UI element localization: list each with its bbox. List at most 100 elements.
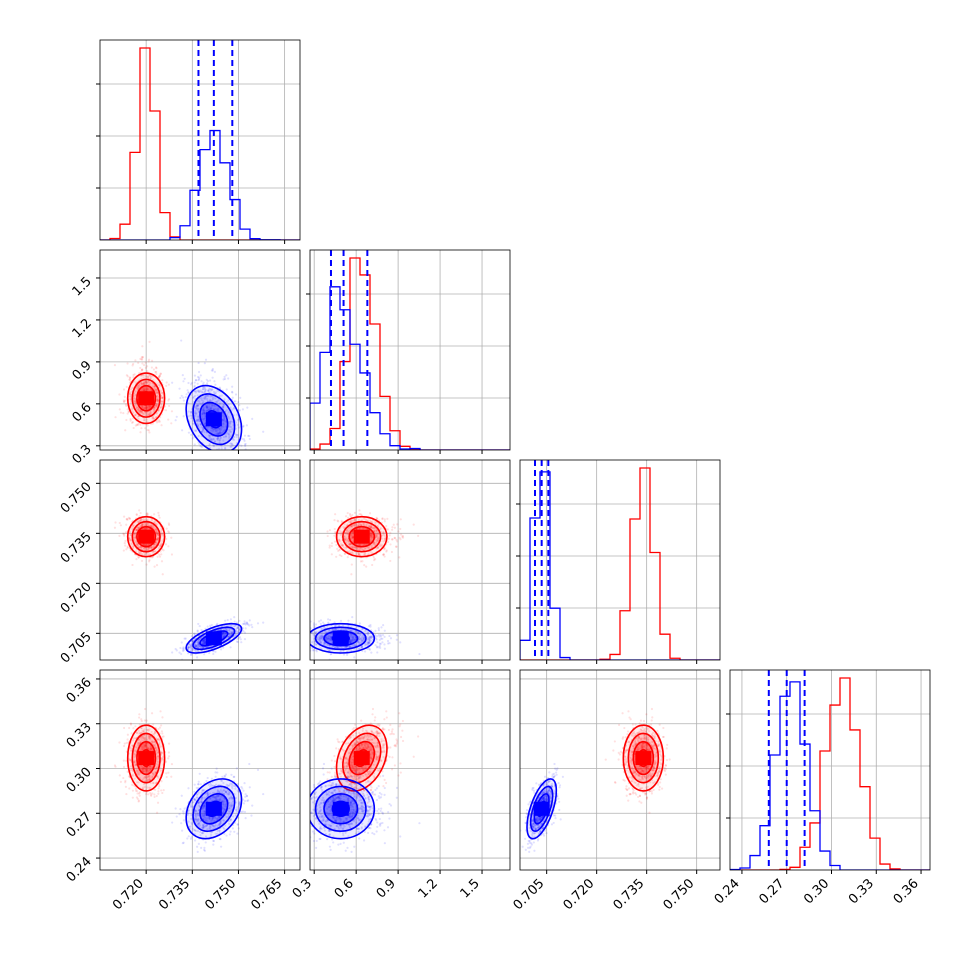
sample-point [240, 641, 243, 644]
sample-point [164, 409, 168, 412]
sample-point [368, 638, 371, 642]
sample-point [201, 412, 204, 416]
sample-point [208, 442, 211, 446]
sample-point [230, 426, 233, 429]
sample-point [146, 381, 149, 384]
sample-point [151, 550, 154, 553]
sample-point [349, 521, 353, 524]
sample-point [133, 759, 136, 762]
sample-point [210, 404, 214, 407]
sample-point [142, 382, 146, 385]
panel-frame [309, 459, 511, 661]
sample-point [160, 553, 163, 556]
sample-point [145, 405, 148, 408]
sample-point [151, 741, 154, 744]
sample-point [195, 418, 198, 422]
sample-point [142, 744, 146, 747]
sample-point [142, 383, 145, 386]
sample-point [342, 628, 345, 631]
sample-point [320, 626, 323, 630]
sample-point [203, 362, 206, 365]
sample-point [331, 628, 334, 631]
density-contour [314, 626, 367, 651]
sample-point [126, 518, 129, 521]
sample-point [193, 648, 196, 651]
panel-content [113, 707, 265, 853]
sample-point [175, 649, 178, 652]
sample-point [305, 636, 307, 638]
sample-point [144, 524, 148, 527]
sample-point [132, 411, 135, 414]
sample-point [149, 524, 153, 527]
sample-point [245, 621, 248, 624]
sample-point [218, 427, 221, 430]
sample-point [375, 541, 378, 544]
sample-point [375, 547, 378, 550]
sample-point [358, 632, 361, 635]
sample-point [221, 632, 225, 635]
sample-point [167, 545, 170, 548]
sample-point [156, 399, 159, 402]
sample-point [195, 411, 198, 415]
sample-point [339, 534, 343, 537]
sample-point [363, 636, 366, 639]
sample-point [136, 384, 140, 387]
sample-point [152, 368, 156, 371]
sample-point [368, 639, 371, 643]
sample-point [304, 642, 306, 644]
sample-point [319, 622, 322, 625]
sample-point [378, 642, 381, 645]
sample-point [362, 638, 365, 641]
sample-point [234, 393, 238, 396]
sample-point [379, 646, 382, 649]
sample-point [303, 638, 305, 640]
sample-point [328, 544, 331, 547]
sample-point [113, 526, 117, 529]
sample-point [145, 406, 148, 409]
sample-point [366, 643, 369, 646]
sample-point [361, 644, 364, 648]
sample-point [364, 643, 367, 646]
sample-point [154, 404, 157, 407]
sample-point [157, 536, 160, 540]
sample-point [244, 442, 247, 446]
sample-point [141, 522, 144, 525]
sample-point [208, 470, 210, 472]
sample-point [134, 536, 137, 539]
sample-point [344, 646, 347, 649]
sample-point [170, 410, 174, 413]
sample-point [236, 637, 239, 641]
panel-content [113, 509, 265, 660]
sample-point [208, 379, 212, 382]
sample-point [380, 544, 383, 547]
sample-point [351, 629, 354, 632]
sample-point [352, 546, 355, 549]
sample-point [366, 641, 369, 644]
sample-point [327, 637, 330, 640]
sample-point [243, 631, 247, 634]
sample-point [220, 394, 223, 397]
sample-point [359, 523, 362, 526]
sample-point [160, 730, 164, 733]
density-contour [310, 622, 376, 654]
sample-point [157, 546, 161, 549]
sample-point [193, 632, 196, 635]
sample-point [194, 643, 197, 646]
sample-point [155, 532, 158, 535]
sample-point [232, 407, 236, 410]
sample-point [366, 519, 369, 522]
sample-point [196, 418, 199, 421]
sample-point [374, 644, 377, 647]
sample-point [146, 747, 149, 750]
sample-point [219, 431, 222, 434]
sample-point [357, 635, 361, 638]
sample-point [200, 628, 203, 632]
sample-point [143, 728, 146, 731]
sample-point [148, 546, 151, 549]
sample-point [360, 628, 364, 631]
sample-point [227, 399, 230, 402]
sample-point [141, 383, 144, 386]
sample-point [302, 653, 304, 655]
sample-point [346, 532, 350, 535]
sample-point [138, 409, 141, 412]
